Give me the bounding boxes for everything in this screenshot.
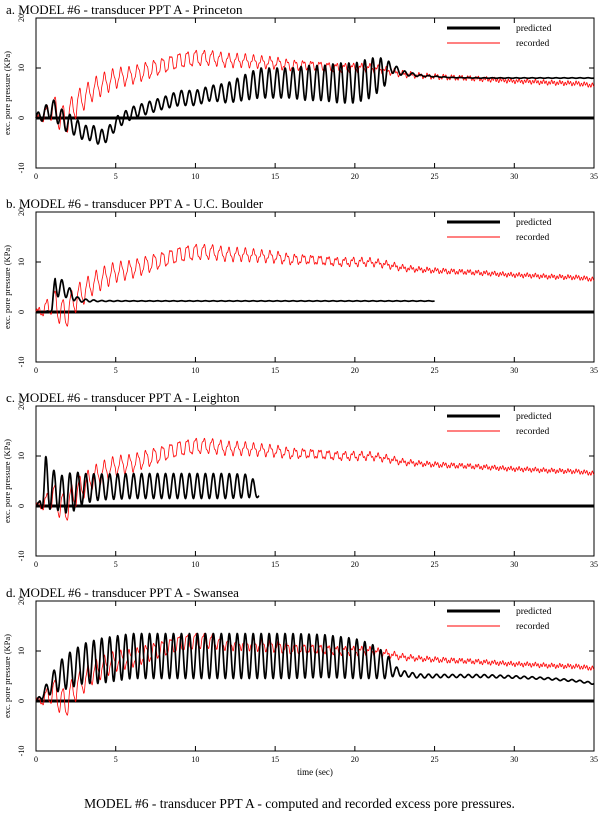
x-tick-label: 35	[590, 560, 598, 569]
x-tick-label: 25	[431, 560, 439, 569]
y-tick-label: 10	[17, 64, 26, 72]
chart-title: c. MODEL #6 - transducer PPT A - Leighto…	[6, 390, 240, 405]
y-tick-label: 20	[17, 402, 26, 410]
x-tick-label: 20	[351, 366, 359, 375]
x-axis-label: time (sec)	[297, 767, 333, 777]
series-line-predicted	[35, 455, 260, 514]
x-tick-label: 10	[191, 172, 199, 181]
series-line-predicted	[35, 57, 595, 145]
x-tick-label: 15	[271, 172, 279, 181]
y-axis-label: exc. pore pressure (KPa)	[2, 51, 12, 135]
y-tick-label: -10	[17, 163, 26, 174]
series-line-recorded	[35, 243, 595, 327]
y-tick-label: 10	[17, 452, 26, 460]
series-line-predicted	[35, 632, 595, 702]
y-tick-label: 20	[17, 14, 26, 22]
x-tick-label: 0	[34, 366, 38, 375]
x-tick-label: 15	[271, 366, 279, 375]
figure-caption: MODEL #6 - transducer PPT A - computed a…	[84, 796, 515, 811]
series-line-recorded	[35, 49, 595, 133]
x-tick-label: 30	[510, 560, 518, 569]
x-tick-label: 0	[34, 172, 38, 181]
x-tick-label: 10	[191, 755, 199, 764]
series-line-predicted	[35, 277, 436, 313]
y-tick-label: 10	[17, 647, 26, 655]
plot-frame	[35, 405, 595, 557]
x-tick-label: 35	[590, 366, 598, 375]
x-tick-label: 0	[34, 755, 38, 764]
x-tick-label: 15	[271, 755, 279, 764]
y-axis-label: exc. pore pressure (KPa)	[2, 439, 12, 523]
legend-label: predicted	[516, 218, 552, 228]
legend-label: recorded	[516, 427, 549, 437]
y-axis-label: exc. pore pressure (KPa)	[2, 634, 12, 718]
x-tick-label: 20	[351, 560, 359, 569]
legend-label: predicted	[516, 24, 552, 34]
x-tick-label: 30	[510, 755, 518, 764]
y-tick-label: -10	[17, 551, 26, 562]
x-tick-label: 10	[191, 366, 199, 375]
chart-title: b. MODEL #6 - transducer PPT A - U.C. Bo…	[6, 196, 264, 211]
y-tick-label: 0	[17, 116, 26, 120]
chart-title: a. MODEL #6 - transducer PPT A - Princet…	[6, 2, 243, 17]
x-tick-label: 20	[351, 172, 359, 181]
y-tick-label: 0	[17, 504, 26, 508]
x-tick-label: 0	[34, 560, 38, 569]
legend-label: predicted	[516, 607, 552, 617]
x-tick-label: 25	[431, 755, 439, 764]
legend-label: recorded	[516, 622, 549, 632]
series-line-recorded	[35, 437, 595, 521]
chart-title: d. MODEL #6 - transducer PPT A - Swansea	[6, 585, 239, 600]
x-tick-label: 15	[271, 560, 279, 569]
legend-label: recorded	[516, 39, 549, 49]
x-tick-label: 5	[114, 560, 118, 569]
x-tick-label: 35	[590, 172, 598, 181]
x-tick-label: 20	[351, 755, 359, 764]
plot-frame	[35, 17, 595, 169]
x-tick-label: 5	[114, 366, 118, 375]
x-tick-label: 30	[510, 172, 518, 181]
plot-frame	[35, 600, 595, 752]
y-tick-label: -10	[17, 357, 26, 368]
x-tick-label: 25	[431, 172, 439, 181]
y-tick-label: -10	[17, 746, 26, 757]
y-tick-label: 10	[17, 258, 26, 266]
legend-label: recorded	[516, 233, 549, 243]
x-tick-label: 30	[510, 366, 518, 375]
x-tick-label: 5	[114, 755, 118, 764]
legend-label: predicted	[516, 412, 552, 422]
y-tick-label: 20	[17, 597, 26, 605]
y-tick-label: 20	[17, 208, 26, 216]
y-tick-label: 0	[17, 310, 26, 314]
x-tick-label: 10	[191, 560, 199, 569]
x-tick-label: 25	[431, 366, 439, 375]
y-tick-label: 0	[17, 699, 26, 703]
y-axis-label: exc. pore pressure (KPa)	[2, 245, 12, 329]
plot-frame	[35, 211, 595, 363]
x-tick-label: 5	[114, 172, 118, 181]
x-tick-label: 35	[590, 755, 598, 764]
